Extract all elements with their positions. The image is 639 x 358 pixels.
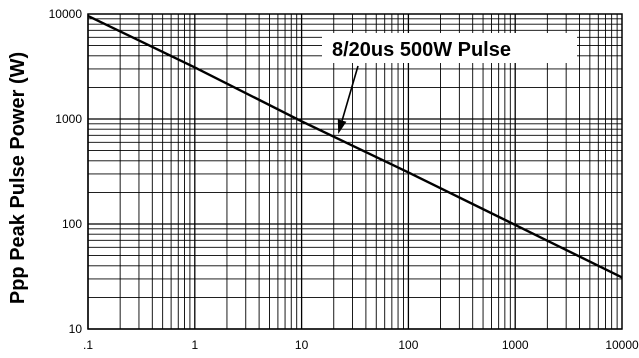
x-tick-label: 1000 xyxy=(502,338,529,352)
y-tick-label: 10000 xyxy=(49,7,83,21)
series xyxy=(87,14,623,279)
x-tick-label: .1 xyxy=(83,338,93,352)
x-tick-label: 10000 xyxy=(605,338,639,352)
y-tick-label: 10 xyxy=(69,322,83,336)
y-tick-label: 1000 xyxy=(55,112,82,126)
x-tick-labels: .1 1 10 100 1000 10000 xyxy=(83,338,639,352)
grid xyxy=(87,14,622,330)
x-tick-label: 100 xyxy=(398,338,418,352)
annotation: 8/20us 500W Pulse xyxy=(322,33,577,134)
y-tick-label: 100 xyxy=(62,217,82,231)
annotation-text: 8/20us 500W Pulse xyxy=(332,39,511,61)
x-tick-label: 10 xyxy=(295,338,309,352)
plot-frame xyxy=(87,13,623,330)
y-axis-title: Ppp Peak Pulse Power (W) xyxy=(7,52,29,304)
x-tick-label: 1 xyxy=(191,338,198,352)
annotation-box xyxy=(322,33,577,63)
series-line-0 xyxy=(87,14,623,279)
annotation-arrow-line xyxy=(341,65,359,121)
y-tick-labels: 10 100 1000 10000 xyxy=(49,7,83,336)
annotation-arrow-head xyxy=(337,119,347,134)
